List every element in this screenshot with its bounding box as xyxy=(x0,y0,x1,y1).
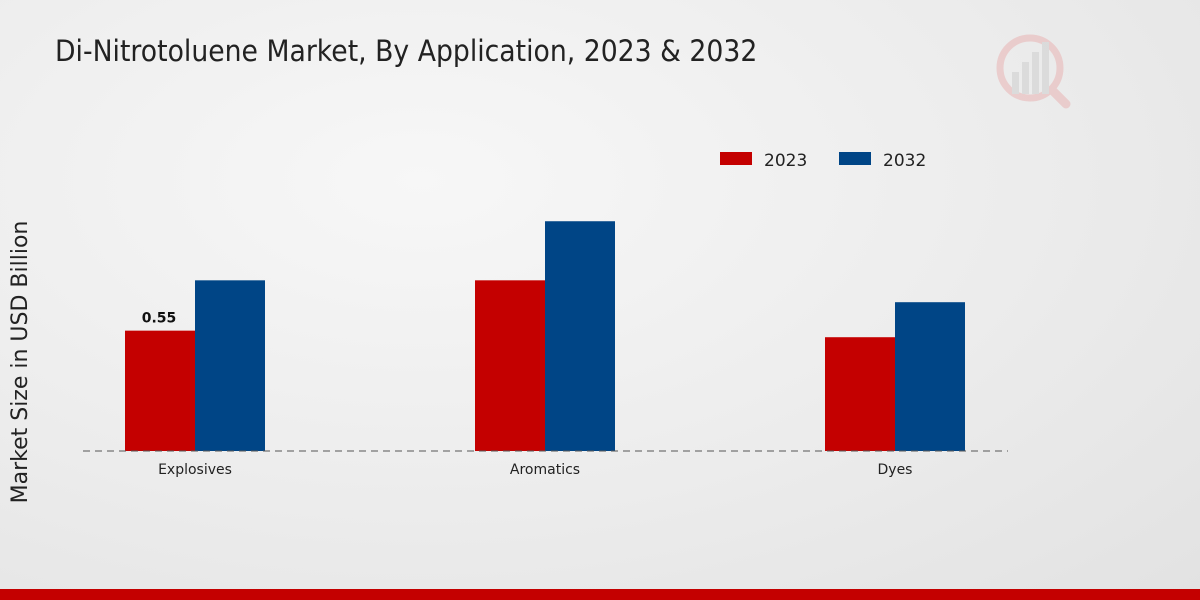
bars-group: 0.55 xyxy=(125,221,965,451)
legend-label-2032: 2032 xyxy=(883,151,926,171)
x-tick-explosives: Explosives xyxy=(158,462,232,478)
x-tick-aromatics: Aromatics xyxy=(510,462,580,478)
bar-dyes-2032 xyxy=(895,302,965,451)
bar-aromatics-2032 xyxy=(545,221,615,451)
legend: 2023 2032 xyxy=(720,151,926,171)
bar-explosives-2032 xyxy=(195,280,265,451)
bar-aromatics-2023 xyxy=(475,280,545,451)
brand-logo-icon xyxy=(996,34,1071,109)
footer-accent-bar xyxy=(0,589,1200,600)
chart-title: Di-Nitrotoluene Market, By Application, … xyxy=(55,34,758,68)
data-label-explosives-2023: 0.55 xyxy=(142,311,177,327)
legend-swatch-2023 xyxy=(720,152,752,165)
y-axis-label: Market Size in USD Billion xyxy=(8,221,33,504)
x-tick-labels: Explosives Aromatics Dyes xyxy=(158,462,912,478)
legend-swatch-2032 xyxy=(839,152,871,165)
x-tick-dyes: Dyes xyxy=(878,462,913,478)
bar-dyes-2023 xyxy=(825,337,895,451)
bar-explosives-2023 xyxy=(125,330,195,451)
legend-label-2023: 2023 xyxy=(764,151,807,171)
